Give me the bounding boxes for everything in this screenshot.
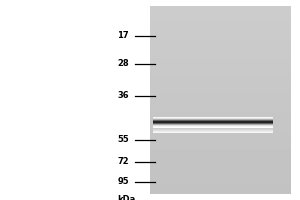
Text: 72: 72 bbox=[117, 158, 129, 166]
Text: 28: 28 bbox=[117, 60, 129, 68]
Text: 36: 36 bbox=[117, 92, 129, 100]
Text: kDa: kDa bbox=[117, 195, 135, 200]
Text: 95: 95 bbox=[117, 178, 129, 186]
Text: 55: 55 bbox=[117, 136, 129, 144]
Text: 17: 17 bbox=[117, 31, 129, 40]
